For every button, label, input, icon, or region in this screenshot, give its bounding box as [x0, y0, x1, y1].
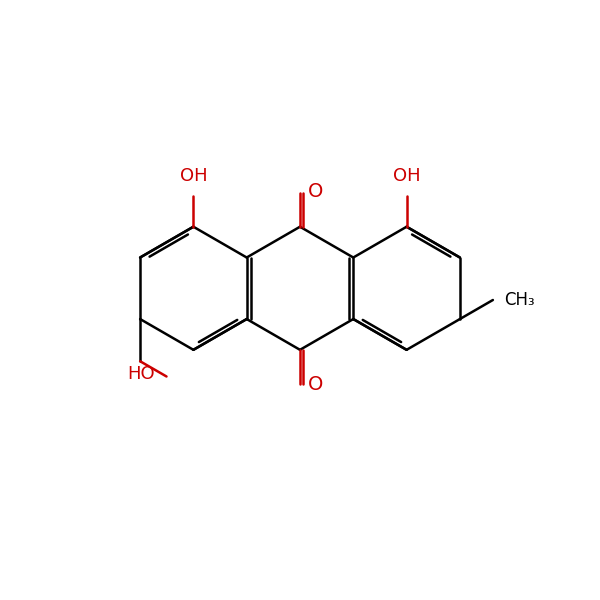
Text: OH: OH	[179, 167, 207, 185]
Text: HO: HO	[127, 365, 155, 383]
Text: OH: OH	[393, 167, 421, 185]
Text: O: O	[308, 376, 323, 394]
Text: O: O	[308, 182, 323, 201]
Text: CH₃: CH₃	[505, 291, 535, 309]
